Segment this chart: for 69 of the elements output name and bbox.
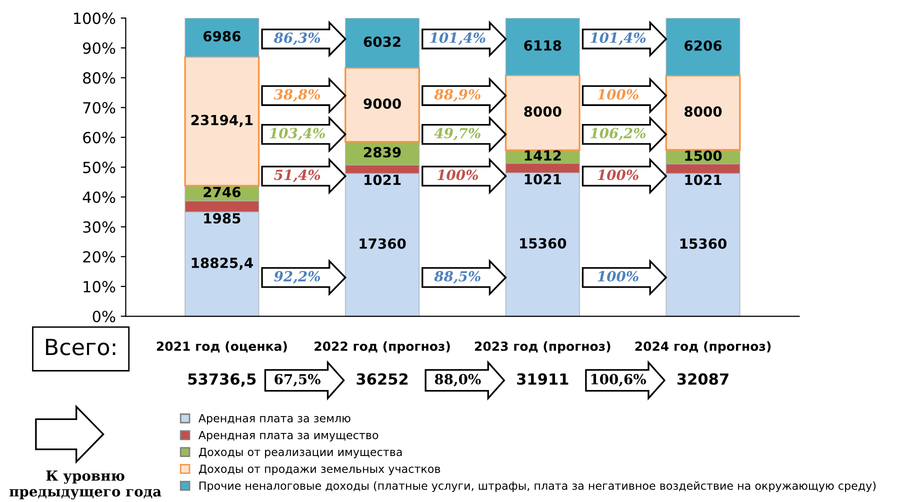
annotation: 88,9% [434, 89, 480, 102]
annotation: 6032 [364, 36, 400, 47]
annotation: 1021 [685, 174, 722, 186]
text: К уровню предыдущего года [10, 470, 162, 500]
annotation: 100% [437, 170, 478, 180]
legend-label: Доходы от реализации имущества [198, 448, 402, 458]
annotation: 86,3% [274, 32, 320, 46]
annotation: 106,2% [590, 128, 646, 140]
annotation: 1500 [685, 150, 722, 161]
y-tick-label: 80% [83, 72, 116, 84]
annotation: 9000 [364, 98, 401, 109]
bar [344, 67, 420, 143]
annotation: 49,7% [434, 128, 480, 140]
text: 36252 [356, 373, 408, 385]
legend-label: Арендная плата за имущество [198, 430, 378, 442]
annotation: 92,2% [274, 271, 320, 284]
annotation: 101,4% [590, 32, 646, 46]
legend-label: Арендная плата за землю [198, 414, 350, 425]
text: 88,0% [434, 374, 481, 386]
annotation: 100% [598, 89, 638, 100]
annotation: 17360 [360, 238, 406, 249]
annotation: 88,5% [434, 271, 480, 284]
y-tick-label: 90% [83, 42, 116, 54]
annotation: 101,4% [430, 32, 486, 46]
annotation: 51,4% [274, 170, 320, 182]
y-tick-label: 40% [82, 191, 116, 204]
y-tick-label: 30% [83, 221, 116, 233]
y-tick-label: 20% [83, 251, 116, 263]
annotation: 6206 [684, 40, 722, 51]
bar [184, 56, 260, 186]
x-tick-label: 2022 год (прогноз) [314, 341, 450, 354]
annotation: 8000 [684, 106, 722, 117]
annotation: 38,8% [274, 89, 320, 102]
x-tick-label: 2024 год (прогноз) [635, 341, 771, 354]
annotation: 1021 [524, 174, 562, 184]
annotation: 100% [598, 170, 638, 180]
legend-label: Прочие неналоговые доходы (платные услуги, штрафы, плата за негативное воздействие на окружающую среду) [199, 481, 876, 492]
y-tick-label: 100% [74, 12, 116, 24]
x-tick-label: 2023 год (прогноз) [474, 341, 610, 354]
annotation: 15360 [680, 238, 726, 249]
annotation: 15360 [520, 238, 566, 249]
bar [504, 74, 580, 152]
annotation: 103,4% [270, 128, 325, 140]
annotation: 18825,4 [192, 258, 253, 270]
bar [665, 74, 741, 151]
annotation: 2839 [364, 146, 401, 158]
annotation: 6986 [203, 30, 241, 42]
annotation: 1412 [524, 150, 561, 161]
annotation: 1985 [204, 213, 240, 224]
annotation: 8000 [524, 106, 562, 117]
y-tick-label: 10% [84, 280, 116, 292]
annotation: 100% [598, 271, 638, 282]
y-tick-label: 70% [83, 102, 116, 114]
y-tick-label: 50% [83, 162, 116, 174]
annotation: 2746 [204, 186, 241, 198]
bar [184, 18, 260, 58]
annotation: 1021 [364, 174, 401, 186]
text: 53736,5 [188, 373, 256, 387]
x-tick-label: 2021 год (оценка) [156, 341, 287, 352]
text: 31911 [517, 373, 568, 385]
annotation: 23194,1 [191, 114, 253, 128]
text: Всего: [46, 338, 116, 356]
y-tick-label: 60% [83, 132, 116, 144]
text: 32087 [677, 373, 728, 385]
y-tick-label: 0% [92, 310, 116, 322]
legend-label: Доходы от продажи земельных участков [198, 464, 440, 476]
annotation: 6118 [524, 40, 562, 51]
text: 100,6% [591, 374, 646, 386]
text: 67,5% [274, 374, 320, 386]
